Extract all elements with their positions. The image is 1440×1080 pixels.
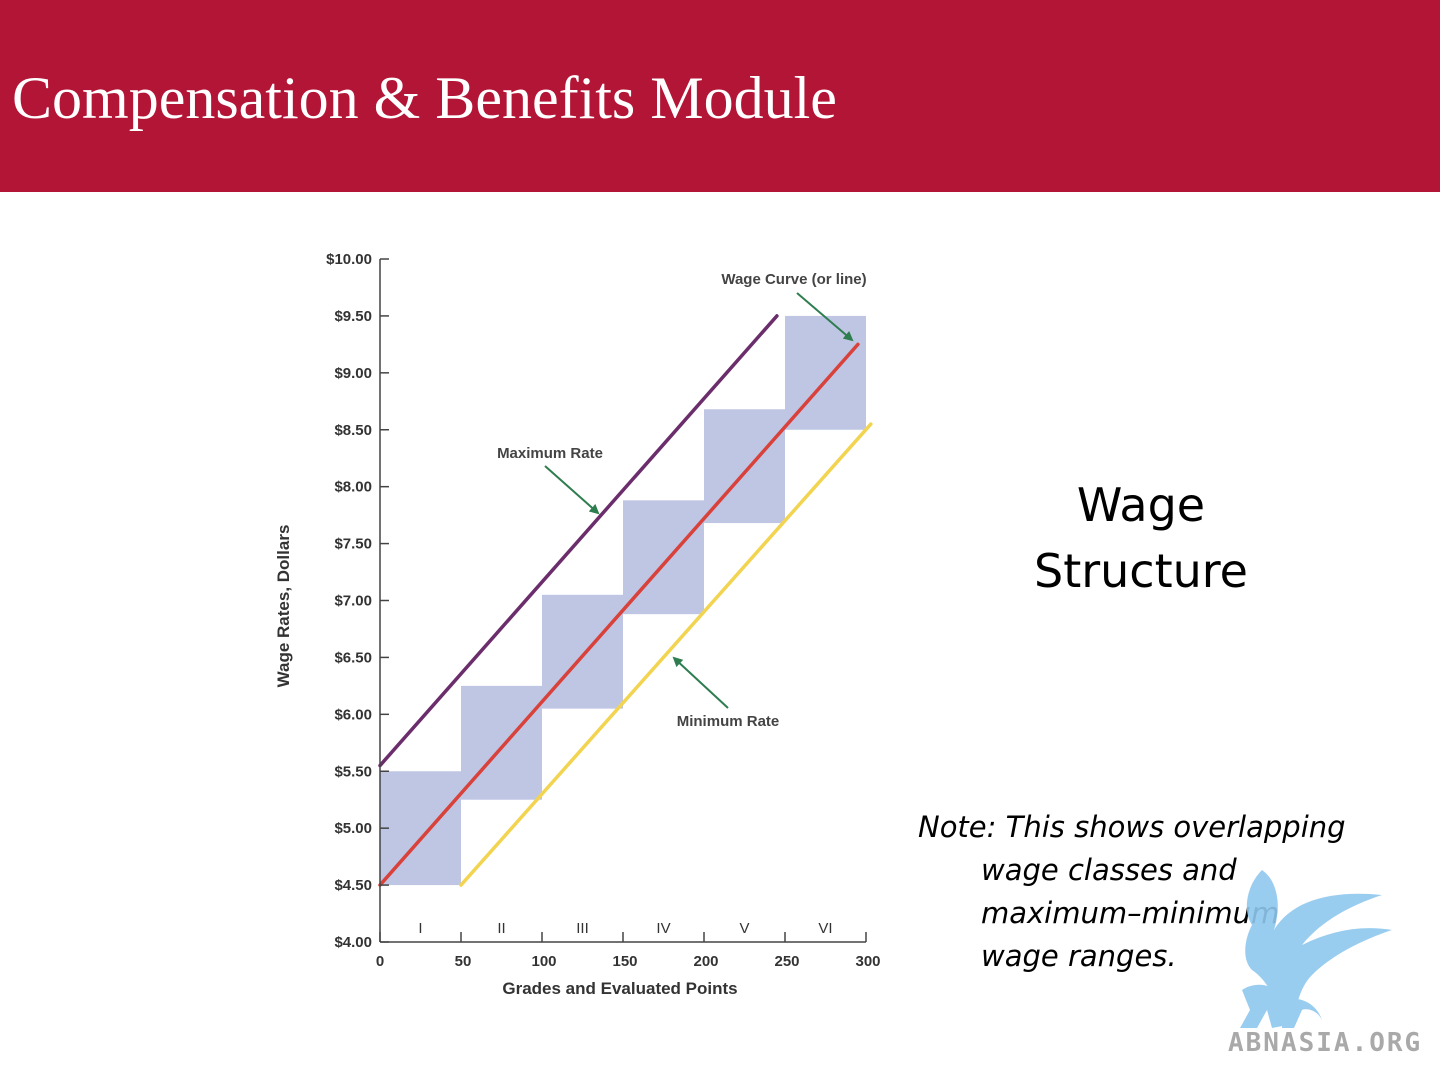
header-bar: Compensation & Benefits Module: [0, 0, 1440, 192]
y-tick-label-1: $4.00: [334, 934, 372, 951]
x-tick-label-6: 250: [774, 953, 799, 970]
x-tick-label-2: 50: [455, 953, 472, 970]
y-tick-label-2: $4.50: [334, 877, 372, 894]
note-text: Note: This shows overlapping wage classe…: [918, 806, 1398, 978]
y-tick-label-4: $5.50: [334, 763, 372, 780]
minimum-rate-line: [459, 422, 873, 887]
grade-label-4: IV: [656, 920, 670, 937]
note-line-2: wage classes and: [981, 853, 1237, 887]
y-tick-label-9: $8.00: [334, 479, 372, 496]
grade-label-3: III: [576, 920, 589, 937]
x-tick-label-3: 100: [531, 953, 556, 970]
maximum-rate-line: [378, 314, 779, 768]
x-tick-label-1: 0: [376, 953, 384, 970]
side-title-line-1: Wage: [1076, 478, 1206, 532]
maximum-rate-annotation: Maximum Rate: [497, 445, 603, 462]
grade-label-2: II: [497, 920, 505, 937]
grade-band-2: [461, 685, 542, 800]
side-title-line-2: Structure: [1034, 544, 1248, 598]
x-tick-label-7: 300: [855, 953, 880, 970]
x-axis-title: Grades and Evaluated Points: [502, 979, 737, 998]
maximum-rate-arrow: [544, 465, 600, 515]
grade-band-3: [542, 594, 623, 709]
x-tick-label-4: 150: [612, 953, 637, 970]
y-tick-label-5: $6.00: [334, 706, 372, 723]
minimum-rate-annotation: Minimum Rate: [677, 713, 780, 730]
grade-label-5: V: [739, 920, 749, 937]
y-tick-label-6: $6.50: [334, 649, 372, 666]
grade-label-6: VI: [818, 920, 832, 937]
y-tick-label-13: $10.00: [326, 251, 372, 268]
y-axis-title: Wage Rates, Dollars: [274, 525, 293, 688]
y-tick-label-10: $8.50: [334, 422, 372, 439]
y-tick-label-12: $9.50: [334, 308, 372, 325]
wage-curve-annotation: Wage Curve (or line): [721, 271, 866, 288]
wage-curve-arrow: [796, 292, 854, 342]
y-tick-label-11: $9.00: [334, 365, 372, 382]
note-line-1: Note: This shows overlapping: [918, 810, 1346, 844]
y-tick-label-7: $7.00: [334, 593, 372, 610]
note-line-4: wage ranges.: [981, 939, 1177, 973]
grade-band-1: [380, 771, 461, 886]
y-tick-label-3: $5.00: [334, 820, 372, 837]
logo-text: ABNASIA.ORG: [1228, 1028, 1423, 1058]
wage-curve-line: [378, 342, 860, 887]
note-line-3: maximum–minimum: [981, 896, 1280, 930]
y-tick-label-8: $7.50: [334, 536, 372, 553]
griffin-logo-icon: [1240, 870, 1392, 1028]
grade-label-1: I: [418, 920, 422, 937]
minimum-rate-arrow: [672, 656, 729, 709]
side-title: Wage Structure: [1000, 472, 1282, 604]
page-title: Compensation & Benefits Module: [12, 65, 837, 131]
x-tick-label-5: 200: [693, 953, 718, 970]
